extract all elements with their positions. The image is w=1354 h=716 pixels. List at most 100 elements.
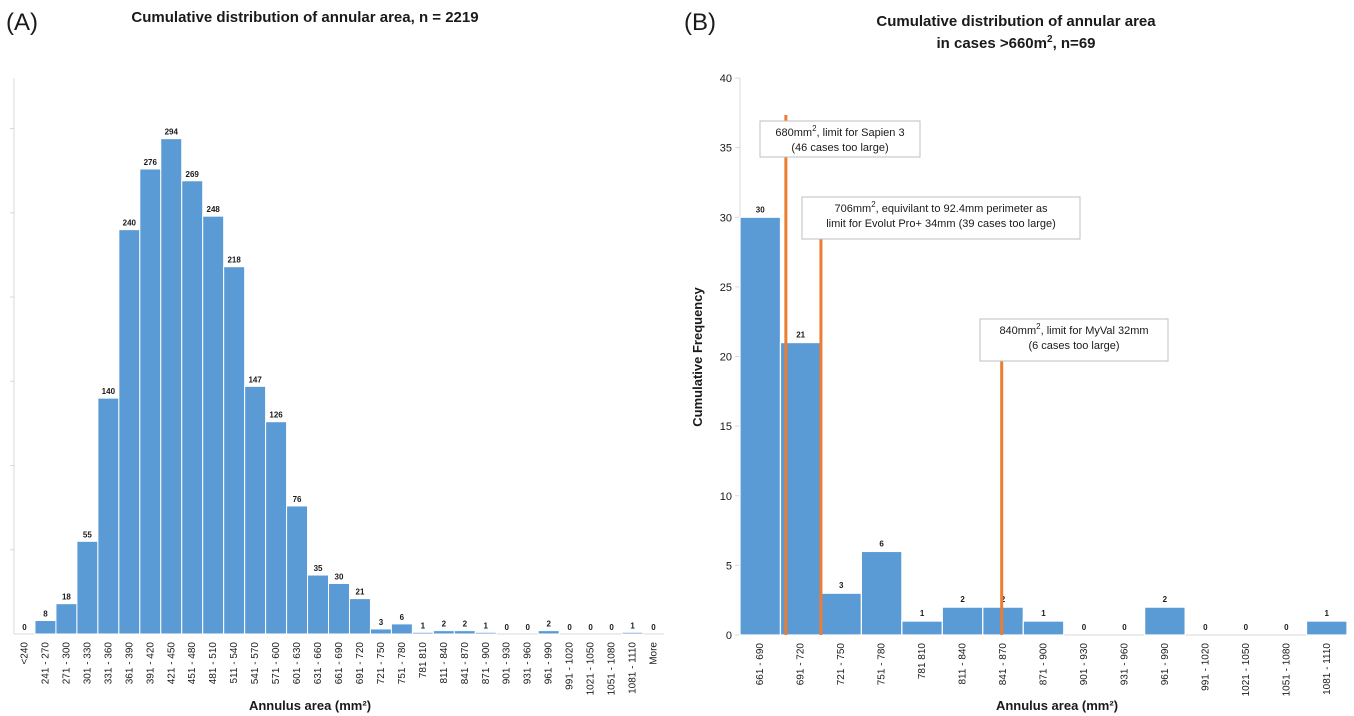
chart-a-data-label: 269 <box>186 170 200 179</box>
chart-b-x-tick-label: 1081 - 1110 <box>1322 643 1333 695</box>
chart-a-bar <box>621 631 644 635</box>
chart-a-data-label: 2 <box>442 620 447 629</box>
chart-b-data-label: 3 <box>839 581 844 590</box>
chart-a-bar <box>369 628 392 635</box>
chart-a-x-tick-label: 601 - 630 <box>292 642 303 685</box>
chart-b-bar <box>901 620 943 636</box>
chart-b-data-label: 30 <box>756 205 765 214</box>
chart-b-title-line2-main: in cases >660m <box>936 35 1047 52</box>
annotation-line2: (6 cases too large) <box>1028 340 1119 352</box>
annotation-superscript: 2 <box>812 124 817 133</box>
chart-a-plot-area: 0 <240 8 241 - 270 18 271 - 300 55 301 - 330 140… <box>10 78 664 695</box>
chart-b-data-label: 1 <box>1041 609 1046 618</box>
chart-b-data-label: 1 <box>1325 609 1330 618</box>
chart-a-x-tick-label: 781 810 <box>418 642 429 679</box>
chart-a-data-label: 0 <box>567 623 572 632</box>
chart-a-bar <box>390 623 413 635</box>
chart-b-x-tick-label: 901 - 930 <box>1079 643 1090 686</box>
chart-b-y-tick-label: 35 <box>720 143 732 155</box>
chart-b-data-label: 2 <box>1163 595 1168 604</box>
chart-b-data-label: 2 <box>960 595 965 604</box>
chart-a-x-tick-label: 331 - 360 <box>103 642 114 685</box>
chart-b-x-tick-label: 871 - 900 <box>1039 643 1050 686</box>
annotation-superscript: 2 <box>1036 322 1041 331</box>
chart-a-x-tick-label: <240 <box>19 642 30 665</box>
chart-a-bar <box>181 180 204 635</box>
chart-a-x-tick-label: 721 - 750 <box>376 642 387 685</box>
annotation-text: , limit for Sapien 3 <box>817 127 905 139</box>
chart-a-title: Cumulative distribution of annular area,… <box>131 9 478 26</box>
chart-a-bar <box>411 631 434 635</box>
chart-b-data-label: 0 <box>1082 623 1087 632</box>
chart-a-data-label: 55 <box>83 530 92 539</box>
chart-b-y-tick-label: 15 <box>720 421 732 433</box>
chart-a-x-tick-label: 961 - 990 <box>544 642 555 685</box>
annotation-box <box>801 196 1081 240</box>
chart-b-bar <box>860 550 903 636</box>
chart-a-x-tick-label: 631 - 660 <box>313 642 324 685</box>
chart-a-bar <box>307 574 330 635</box>
annotation-text: , limit for MyVal 32mm <box>1041 325 1149 337</box>
chart-a-data-label: 3 <box>379 618 384 627</box>
chart-a-bar <box>97 397 120 635</box>
chart-b-x-tick-label: 1051 - 1080 <box>1281 643 1292 697</box>
annotation-value: 680mm <box>775 127 812 139</box>
chart-a-x-tick-label: 931 - 960 <box>523 642 534 685</box>
chart-a-bar <box>202 215 225 635</box>
chart-a-data-label: 140 <box>102 387 116 396</box>
chart-a-data-label: 8 <box>43 610 48 619</box>
chart-b-data-label: 0 <box>1244 623 1249 632</box>
chart-a-x-tick-label: 1051 - 1080 <box>607 642 618 696</box>
annotation-line1: 840mm2, limit for MyVal 32mm <box>999 322 1148 337</box>
chart-a-bar <box>348 598 371 635</box>
chart-a-x-tick-label: 481 - 510 <box>208 642 219 685</box>
chart-b-y-tick-label: 40 <box>720 73 732 85</box>
annotation-value: 840mm <box>999 325 1036 337</box>
chart-a-bar <box>76 540 99 635</box>
chart-a-x-tick-label: 661 - 690 <box>334 642 345 685</box>
chart-b-bar <box>941 606 984 636</box>
chart-a-x-tick-label: 511 - 540 <box>229 642 240 684</box>
chart-b-x-tick-label: 1021 - 1050 <box>1241 643 1252 697</box>
chart-a-x-tick-label: 901 - 930 <box>502 642 513 685</box>
chart-b-title-line2: in cases >660m2, n=69 <box>936 34 1095 52</box>
chart-a-x-tick-label: 871 - 900 <box>481 642 492 685</box>
chart-a-data-label: 0 <box>525 623 530 632</box>
chart-b-bar <box>1022 620 1065 636</box>
chart-b-data-label: 2 <box>1001 595 1006 604</box>
chart-a-x-axis-label: Annulus area (mm²) <box>249 698 371 713</box>
chart-a-data-label: 294 <box>165 128 179 137</box>
chart-a-data-label: 248 <box>207 205 221 214</box>
chart-b-x-tick-label: 691 - 720 <box>796 643 807 686</box>
chart-b-data-label: 6 <box>879 539 884 548</box>
chart-a-x-tick-label: 841 - 870 <box>460 642 471 685</box>
chart-b-x-tick-label: 931 - 960 <box>1119 643 1130 686</box>
chart-a-data-label: 0 <box>651 623 656 632</box>
chart-a-data-label: 35 <box>314 564 323 573</box>
chart-b-y-axis-label: Cumulative Frequency <box>690 287 705 427</box>
chart-a-data-label: 1 <box>630 621 635 630</box>
chart-a-data-label: 6 <box>400 613 405 622</box>
chart-a-bar <box>432 630 455 635</box>
chart-a-bar <box>265 421 288 635</box>
chart-a-bar <box>118 229 141 635</box>
chart-a-data-label: 0 <box>609 623 614 632</box>
chart-b-title-line2-tail: , n=69 <box>1053 35 1096 52</box>
chart-b-y-tick-label: 20 <box>720 352 732 364</box>
annotation-superscript: 2 <box>871 200 876 209</box>
chart-a-x-tick-label: 301 - 330 <box>82 642 93 685</box>
chart-a-data-label: 0 <box>588 623 593 632</box>
chart-a-bar <box>244 385 267 635</box>
chart-a-x-tick-label: 571 - 600 <box>271 642 282 685</box>
chart-a-bar <box>328 582 350 635</box>
chart-a-data-label: 240 <box>123 219 137 228</box>
chart-b-x-tick-label: 781 810 <box>917 643 928 680</box>
chart-a-bar <box>537 630 560 635</box>
chart-a-bar <box>286 505 309 635</box>
chart-a-data-label: 0 <box>22 623 27 632</box>
annotation-line1: 680mm2, limit for Sapien 3 <box>775 124 904 139</box>
chart-a-data-label: 76 <box>293 495 302 504</box>
chart-b-x-tick-label: 991 - 1020 <box>1200 643 1211 691</box>
